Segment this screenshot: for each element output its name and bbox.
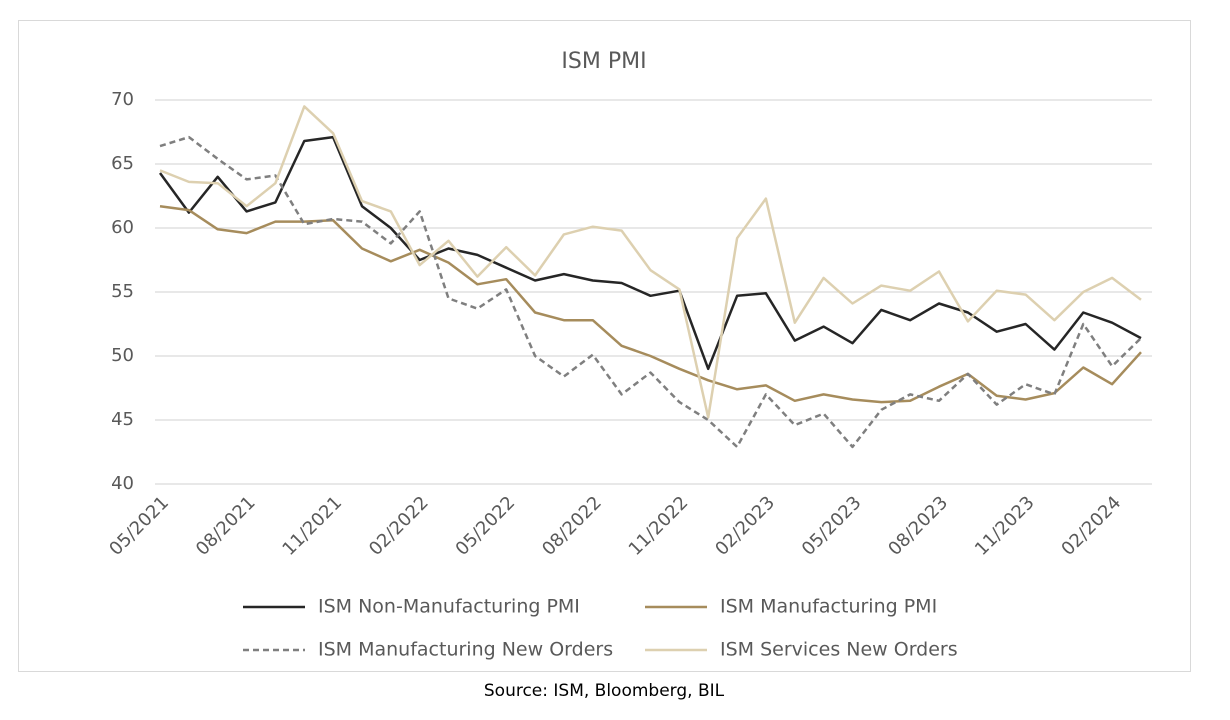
y-tick-label: 70 [111,89,134,110]
legend-label: ISM Manufacturing PMI [720,596,937,618]
y-tick-label: 45 [111,409,134,430]
series-line [158,135,1142,371]
y-tick-label: 55 [111,281,134,302]
source-note: Source: ISM, Bloomberg, BIL [484,681,725,701]
y-tick-label: 60 [111,217,134,238]
y-tick-label: 65 [111,153,134,174]
chart-border [18,20,1191,672]
y-tick-label: 40 [111,473,134,494]
legend-label: ISM Non-Manufacturing PMI [318,596,580,618]
chart-title: ISM PMI [561,49,646,74]
series-line [159,105,1142,419]
legend-label: ISM Manufacturing New Orders [318,639,613,661]
legend-label: ISM Services New Orders [720,639,958,661]
series-line [159,135,1142,449]
series-line [159,204,1142,404]
y-tick-label: 50 [111,345,134,366]
